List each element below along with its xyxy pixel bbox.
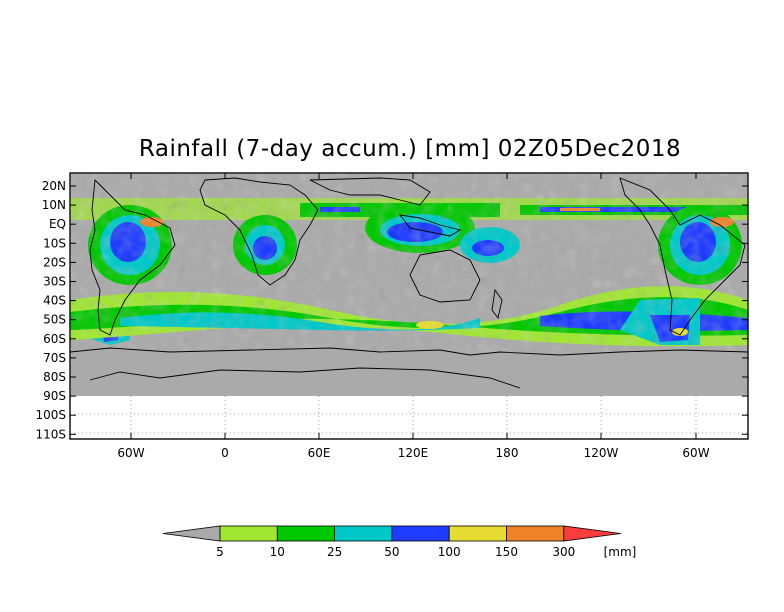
coastlines xyxy=(70,177,748,389)
lon-tick-label: 0 xyxy=(221,446,229,460)
legend-value-label: 50 xyxy=(384,545,399,559)
lat-tick-label: EQ xyxy=(49,217,66,231)
legend-swatch xyxy=(276,525,335,542)
legend-value-label: 100 xyxy=(438,545,461,559)
rainfall-field xyxy=(70,173,748,396)
legend-swatch xyxy=(391,525,450,542)
map-title: Rainfall (7-day accum.) [mm] 02Z05Dec201… xyxy=(138,136,682,162)
legend-unit-label: [mm] xyxy=(604,545,637,559)
legend-swatch-below xyxy=(162,525,221,542)
longitude-axis: 60W 0 60E 120E 180 120W 60W xyxy=(117,173,710,460)
lon-tick-label: 60W xyxy=(682,446,709,460)
legend-value-label: 300 xyxy=(552,545,575,559)
plot-border xyxy=(69,172,749,440)
legend-value-label: 5 xyxy=(216,545,224,559)
lat-tick-label: 60S xyxy=(43,332,66,346)
lon-tick-label: 120W xyxy=(584,446,619,460)
legend-swatch xyxy=(334,525,393,542)
legend-value-label: 10 xyxy=(270,545,285,559)
lat-tick-label: 10N xyxy=(42,198,66,212)
lat-tick-label: 90S xyxy=(43,389,66,403)
gridlines xyxy=(70,396,748,439)
lon-tick-label: 60E xyxy=(308,446,331,460)
lon-tick-label: 180 xyxy=(496,446,519,460)
legend-swatch xyxy=(506,525,565,542)
latitude-axis: 20N 10N EQ 10S 20S 30S 40S 50S 60S 70S 80S 90S 100S 1… xyxy=(35,179,748,441)
legend-swatch xyxy=(219,525,278,542)
lat-tick-label: 100S xyxy=(35,408,66,422)
legend-value-label: 25 xyxy=(327,545,342,559)
lat-tick-label: 110S xyxy=(35,427,66,441)
lon-tick-label: 60W xyxy=(117,446,144,460)
color-legend: 5 10 25 50 100 150 300 [mm] xyxy=(162,525,637,559)
lat-tick-label: 20N xyxy=(42,179,66,193)
lat-tick-label: 80S xyxy=(43,370,66,384)
legend-value-label: 150 xyxy=(495,545,518,559)
lat-tick-label: 10S xyxy=(43,236,66,250)
antarctica-landmass xyxy=(70,348,748,396)
lat-tick-label: 30S xyxy=(43,275,66,289)
lat-tick-label: 40S xyxy=(43,294,66,308)
lat-tick-label: 70S xyxy=(43,351,66,365)
legend-swatch xyxy=(448,525,507,542)
legend-swatch-above xyxy=(563,525,621,542)
lon-tick-label: 120E xyxy=(398,446,429,460)
lat-tick-label: 20S xyxy=(43,255,66,269)
lat-tick-label: 50S xyxy=(43,313,66,327)
